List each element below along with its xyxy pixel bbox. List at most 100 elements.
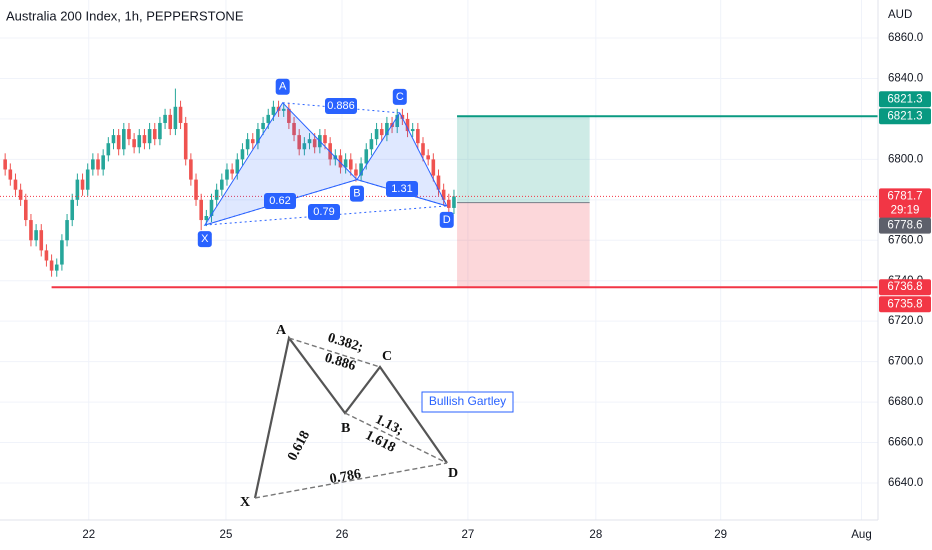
- candle-body: [204, 216, 209, 221]
- diagram-point: A: [276, 323, 287, 338]
- candle-body: [312, 139, 317, 148]
- pattern-ratio-box: [325, 98, 357, 114]
- chart-title: Australia 200 Index, 1h, PEPPERSTONE: [6, 8, 244, 23]
- candle-body: [405, 118, 410, 132]
- x-tick-label: Aug: [851, 529, 871, 541]
- candle-body: [348, 159, 353, 170]
- x-tick-label: 28: [589, 529, 602, 541]
- candle-body: [101, 155, 105, 170]
- candle-body: [127, 129, 131, 140]
- candle-body: [235, 159, 240, 174]
- candle-body: [116, 135, 121, 150]
- candle-body: [379, 129, 384, 136]
- price-badge: [879, 91, 931, 108]
- candle-body: [44, 250, 49, 261]
- target-zone: [457, 116, 590, 203]
- candle-body: [80, 179, 85, 190]
- price-badge: [879, 217, 931, 234]
- candle-body: [281, 108, 286, 111]
- candle-body: [261, 122, 265, 130]
- candle-body: [421, 143, 425, 156]
- diagram-point: C: [382, 349, 392, 364]
- candle-body: [173, 106, 178, 130]
- candle-body: [34, 230, 38, 241]
- y-tick-label: 6640.0: [888, 477, 923, 489]
- y-tick-label: 6700.0: [888, 356, 923, 368]
- y-tick-label: 6680.0: [888, 396, 923, 408]
- candle-body: [225, 169, 229, 180]
- candle-body: [431, 159, 436, 176]
- candle-body: [447, 199, 451, 208]
- stop-zone: [457, 202, 590, 288]
- diagram-ratio: 0.786: [329, 467, 363, 487]
- candle-body: [85, 169, 90, 190]
- candle-body: [106, 143, 111, 156]
- candle-body: [250, 139, 255, 144]
- y-tick-label: 6660.0: [888, 437, 923, 449]
- candle-body: [178, 106, 183, 123]
- candle-body: [183, 122, 188, 160]
- diagram-point: B: [341, 421, 350, 436]
- candle-body: [256, 129, 260, 144]
- candle-body: [452, 196, 456, 208]
- candle-body: [168, 114, 173, 130]
- candle-body: [39, 230, 44, 251]
- price-badge: [879, 188, 931, 219]
- x-tick-label: 29: [714, 529, 727, 541]
- diagram-point: D: [448, 466, 458, 481]
- candle-body: [240, 149, 245, 160]
- candle-body: [54, 264, 59, 271]
- x-tick-label: 27: [461, 529, 474, 541]
- candle-body: [426, 155, 430, 160]
- pattern-ratio-label: 1.31: [391, 183, 412, 195]
- gartley-diagram: A B C D X 0.382; 0.886 1.13; 1.618 0.618…: [240, 323, 514, 510]
- candle-body: [158, 122, 162, 140]
- pattern-point-label: B: [353, 188, 360, 200]
- price-badge-label: 6821.3: [887, 93, 922, 105]
- pattern-ratio-box: [264, 193, 296, 209]
- candle-body: [302, 143, 307, 150]
- candle-body: [8, 169, 13, 180]
- diagram-point: X: [240, 495, 250, 510]
- candle-body: [441, 189, 446, 200]
- price-badge: [879, 296, 931, 313]
- candle-body: [142, 135, 147, 144]
- candle-body: [292, 122, 296, 136]
- countdown-label: 29:19: [891, 204, 920, 216]
- candle-body: [245, 139, 250, 150]
- pattern-ratio-label: 0.62: [269, 195, 290, 207]
- candle-body: [416, 129, 420, 144]
- pattern-point-box: [392, 88, 407, 105]
- candle-body: [369, 139, 374, 150]
- pattern-point-label: D: [443, 214, 451, 226]
- candle-body: [70, 199, 75, 221]
- price-badge: [879, 108, 931, 125]
- price-badge: [879, 279, 931, 296]
- x-tick-label: 26: [336, 529, 349, 541]
- y-tick-label: 6760.0: [888, 234, 923, 246]
- pattern-point-label: X: [201, 233, 209, 245]
- candle-body: [147, 129, 152, 144]
- candle-body: [60, 240, 64, 265]
- candle-body: [163, 114, 167, 123]
- pattern-point-box: [275, 78, 290, 95]
- candle-body: [297, 135, 302, 150]
- diagram-xd: [254, 462, 448, 499]
- pattern-point-box: [197, 231, 212, 248]
- candle-body: [343, 159, 348, 168]
- candle-body: [29, 220, 33, 241]
- candle-body: [137, 135, 142, 148]
- pattern-ratio-label: 0.886: [327, 100, 355, 112]
- candle-body: [18, 189, 23, 200]
- price-badge-label: 6778.6: [887, 220, 922, 232]
- price-badge-label: 6736.8: [887, 281, 922, 293]
- pattern-point-box: [349, 185, 364, 202]
- candle-body: [338, 155, 343, 168]
- candle-body: [364, 149, 369, 164]
- candle-body: [96, 159, 100, 170]
- candle-body: [230, 169, 234, 174]
- pattern-point-box: [439, 211, 454, 228]
- price-badge-label: 6781.7: [887, 190, 922, 202]
- candle-body: [287, 108, 291, 123]
